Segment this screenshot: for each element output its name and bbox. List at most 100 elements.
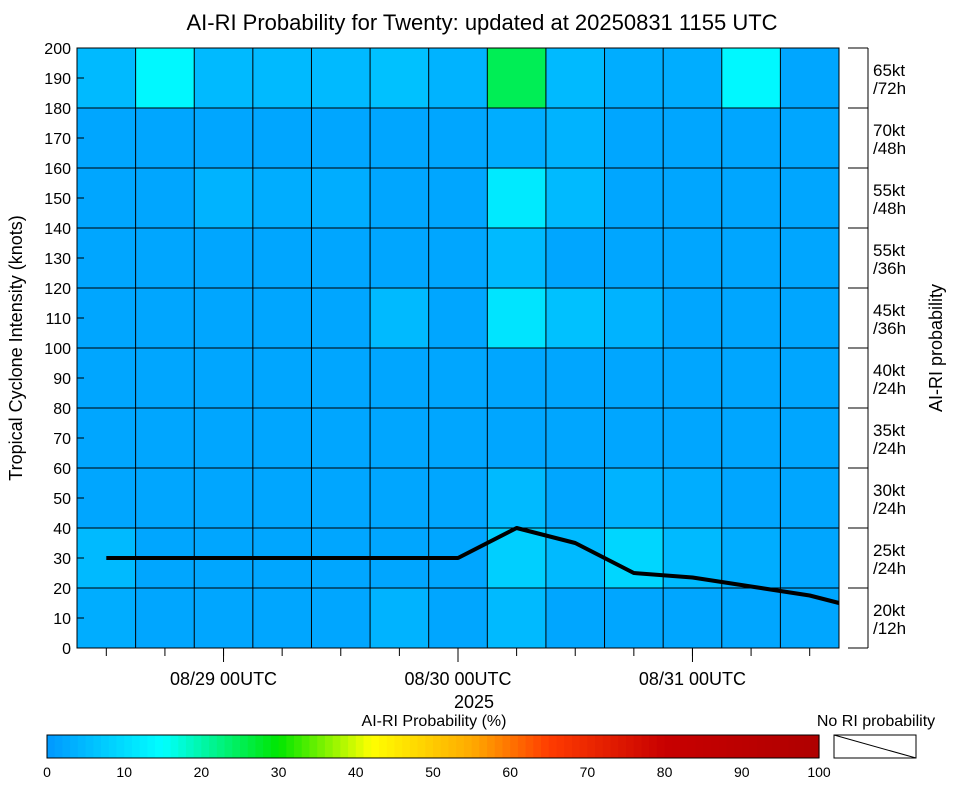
colorbar-segment	[602, 735, 612, 758]
colorbar-segment	[502, 735, 511, 758]
colorbar-segment	[564, 735, 573, 758]
heatmap-cell	[721, 288, 781, 348]
y-tick-label: 50	[53, 491, 71, 508]
y-tick-label: 130	[44, 251, 71, 268]
colorbar-segment	[348, 735, 357, 758]
colorbar-segment	[811, 735, 820, 758]
heatmap-cell	[780, 168, 839, 228]
colorbar-segment	[162, 735, 172, 758]
y-tick-label: 140	[44, 221, 71, 238]
heatmap-cell	[77, 108, 136, 168]
colorbar-segment	[633, 735, 643, 758]
colorbar-segment	[270, 735, 280, 758]
colorbar-segment	[726, 735, 735, 758]
colorbar-segment	[556, 735, 565, 758]
y-tick-label: 70	[53, 431, 71, 448]
colorbar-segment	[656, 735, 666, 758]
heatmap-cell	[252, 228, 312, 288]
colorbar-segment	[409, 735, 419, 758]
y-tick-label: 190	[44, 71, 71, 88]
right-axis-band-label: 35kt	[873, 421, 905, 440]
colorbar-segment	[463, 735, 473, 758]
heatmap-cell	[252, 348, 312, 408]
colorbar-segment	[803, 735, 812, 758]
y-tick-label: 150	[44, 191, 71, 208]
colorbar-segment	[93, 735, 102, 758]
heatmap-cell	[77, 408, 136, 468]
colorbar-segment	[185, 735, 195, 758]
colorbar-segment	[209, 735, 218, 758]
right-axis-band-label: 40kt	[873, 361, 905, 380]
heatmap-cell	[663, 588, 722, 648]
heatmap-cell	[487, 588, 546, 648]
heatmap-cell	[487, 348, 546, 408]
heatmap-cell	[663, 48, 722, 108]
heatmap-cell	[194, 48, 253, 108]
colorbar-segment	[116, 735, 125, 758]
right-axis-band-label: 20kt	[873, 601, 905, 620]
colorbar-segment	[332, 735, 341, 758]
no-ri-probability-label: No RI probability	[817, 713, 935, 730]
heatmap-cell	[663, 408, 722, 468]
right-axis-band-label: /24h	[873, 439, 906, 458]
colorbar-segment	[386, 735, 395, 758]
colorbar-segment	[216, 735, 226, 758]
heatmap-cell	[194, 288, 253, 348]
colorbar-tick-label: 60	[502, 764, 518, 780]
heatmap-cell	[428, 168, 488, 228]
heatmap-cell	[194, 348, 253, 408]
colorbar	[46, 734, 820, 759]
heatmap-cell	[428, 228, 488, 288]
heatmap-cell	[311, 348, 371, 408]
colorbar-segment	[247, 735, 257, 758]
y-tick-label: 60	[53, 461, 71, 478]
colorbar-segment	[494, 735, 504, 758]
heatmap-cell	[194, 228, 253, 288]
intensity-track-line	[106, 526, 840, 605]
right-axis-band-label: 55kt	[873, 241, 905, 260]
heatmap-cell	[77, 288, 136, 348]
y-tick-label: 120	[44, 281, 71, 298]
heatmap-cell	[721, 528, 781, 588]
heatmap-cell	[780, 228, 839, 288]
colorbar-segment	[108, 735, 118, 758]
y-tick-label: 100	[44, 341, 71, 358]
colorbar-segment	[649, 735, 658, 758]
y-tick-label: 20	[53, 581, 71, 598]
heatmap-cell	[721, 588, 781, 648]
y-tick-label: 80	[53, 401, 71, 418]
colorbar-segment	[587, 735, 596, 758]
y-tick-label: 10	[53, 611, 71, 628]
heatmap-cell	[604, 168, 664, 228]
heatmap-cell	[135, 48, 195, 108]
heatmap-cell	[370, 108, 429, 168]
y-tick-label: 0	[62, 641, 71, 658]
heatmap-cell	[77, 348, 136, 408]
colorbar-segment	[440, 735, 450, 758]
colorbar-segment	[147, 735, 156, 758]
y-tick-label: 90	[53, 371, 71, 388]
heatmap-cell	[487, 108, 546, 168]
colorbar-segment	[355, 735, 365, 758]
colorbar-label: AI-RI Probability (%)	[362, 713, 507, 730]
colorbar-segment	[479, 735, 488, 758]
colorbar-ticks: 0 10 20 30 40 50 60 70 80 90 100	[43, 764, 831, 780]
colorbar-segment	[402, 735, 411, 758]
heatmap-cell	[604, 348, 664, 408]
colorbar-segment	[710, 735, 720, 758]
heatmap-cell	[311, 108, 371, 168]
right-axis-band-label: 65kt	[873, 61, 905, 80]
colorbar-tick-label: 80	[657, 764, 673, 780]
colorbar-segment	[664, 735, 673, 758]
colorbar-segment	[378, 735, 388, 758]
colorbar-segment	[703, 735, 712, 758]
heatmap-cell	[194, 408, 253, 468]
heatmap-cell	[545, 348, 605, 408]
heatmap-cell	[252, 588, 312, 648]
x-tick-label: 08/30 00UTC	[404, 669, 511, 689]
heatmap-cell	[545, 588, 605, 648]
colorbar-segment	[170, 735, 179, 758]
heatmap-cell	[370, 168, 429, 228]
heatmap-cell	[370, 588, 429, 648]
colorbar-tick-label: 20	[194, 764, 210, 780]
